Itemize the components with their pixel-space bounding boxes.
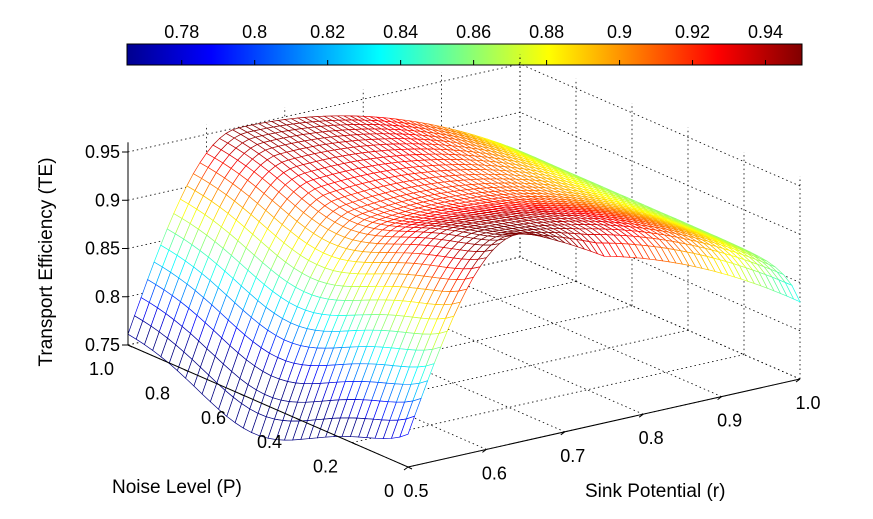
colorbar-tick-label: 0.8 <box>242 22 267 42</box>
y-tick-label: 1.0 <box>89 359 114 379</box>
colorbar-tick-label: 0.94 <box>748 22 783 42</box>
x-tick-label: 1.0 <box>795 393 820 413</box>
y-axis-line <box>127 344 409 468</box>
x-axis-label: Sink Potential (r) <box>585 481 725 502</box>
colorbar-tick-label: 0.9 <box>607 22 632 42</box>
y-tick-label: 0 <box>384 481 394 501</box>
colorbar-tick-label: 0.84 <box>383 22 418 42</box>
y-tick-label: 0.8 <box>145 383 170 403</box>
x-tick-label: 0.6 <box>482 463 507 483</box>
surface-cell <box>399 415 416 438</box>
colorbar-ticks: 0.78 0.8 0.82 0.84 0.86 0.88 0.9 0.92 0.94 <box>164 22 783 65</box>
x-tick-label: 0.8 <box>639 428 664 448</box>
x-tick-mark <box>717 396 722 401</box>
y-tick-label: 0.6 <box>201 408 226 428</box>
y-tick-label: 0.4 <box>257 432 282 452</box>
x-axis-line <box>407 378 801 468</box>
colorbar-tick-label: 0.92 <box>675 22 710 42</box>
z-tick-label: 0.75 <box>85 335 120 355</box>
grid-line <box>519 111 801 235</box>
grid-line <box>441 274 722 397</box>
axes: 0.5 0.6 0.7 0.8 0.9 1.0 0 0.2 0.4 0.6 0.8 1.0 0.75 0.… <box>85 142 821 501</box>
z-axis-label: Transport Efficiency (TE) <box>36 157 57 366</box>
colorbar-tick-label: 0.86 <box>456 22 491 42</box>
x-tick-mark <box>560 431 566 436</box>
x-tick-label: 0.7 <box>560 446 585 466</box>
surface-mesh <box>127 115 801 441</box>
colorbar-gradient <box>126 43 803 66</box>
grid-line <box>363 291 644 415</box>
x-tick-label: 0.5 <box>403 481 428 501</box>
y-tick-label: 0.2 <box>313 457 338 477</box>
grid-line <box>206 327 487 450</box>
colorbar: 0.78 0.8 0.82 0.84 0.86 0.88 0.9 0.92 0.94 <box>126 22 803 66</box>
y-tick-mark <box>127 344 133 348</box>
colorbar-tick-label: 0.78 <box>164 22 199 42</box>
y-axis-label: Noise Level (P) <box>112 477 242 498</box>
colorbar-tick-label: 0.88 <box>529 22 564 42</box>
z-tick-label: 0.95 <box>85 142 120 162</box>
z-tick-label: 0.9 <box>95 190 120 210</box>
y-tick-mark <box>295 417 301 421</box>
y-tick-mark <box>183 368 189 372</box>
x-tick-label: 0.9 <box>717 411 742 431</box>
x-tick-mark <box>638 413 644 418</box>
x-tick-mark <box>482 448 487 453</box>
x-tick-mark <box>795 378 801 383</box>
grid-line <box>519 63 801 187</box>
y-tick-mark <box>239 393 245 397</box>
grid-line <box>519 256 801 380</box>
y-tick-mark <box>351 442 357 446</box>
grid-line <box>284 309 565 433</box>
z-tick-label: 0.85 <box>85 239 120 259</box>
x-tick-mark <box>403 466 409 471</box>
grid-line <box>519 208 801 332</box>
z-tick-label: 0.8 <box>95 287 120 307</box>
colorbar-tick-label: 0.82 <box>310 22 345 42</box>
y-tick-mark <box>407 466 413 470</box>
